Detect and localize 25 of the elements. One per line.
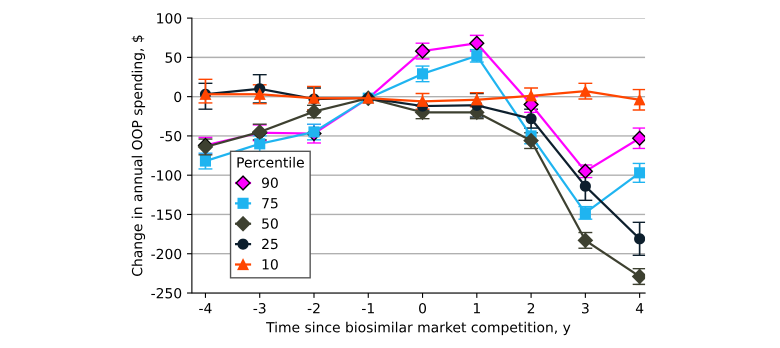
legend-label: 75 [262,198,278,208]
y-tick-label: 0 [174,92,182,102]
y-tick-label: -100 [151,170,182,181]
y-tick-label: -150 [151,209,182,220]
x-tick-label: -3 [253,302,266,314]
x-tick-label: -4 [199,303,212,314]
x-tick-label: -1 [362,303,374,314]
legend-label: 90 [262,178,278,188]
x-tick-label: -2 [308,302,320,314]
x-tick-label: 1 [474,303,480,314]
y-tick-label: 50 [166,52,182,63]
y-tick-label: -50 [160,130,182,142]
x-tick-label: 2 [528,302,534,314]
y-tick-label: -200 [151,248,182,260]
x-tick-label: 3 [582,302,589,314]
x-tick-label: 4 [636,303,644,314]
y-tick-label: -250 [151,288,182,298]
y-axis-title: Change in annual OOP spending, $ [132,36,146,276]
legend-label: 10 [262,259,278,270]
legend-label: 25 [262,238,278,250]
x-axis-title: Time since biosimilar market competition, y [266,322,570,336]
y-tick-label: 100 [157,13,182,24]
x-tick-label: 0 [419,302,426,314]
legend-title: Percentile [237,156,304,168]
legend-label: 50 [262,218,278,229]
